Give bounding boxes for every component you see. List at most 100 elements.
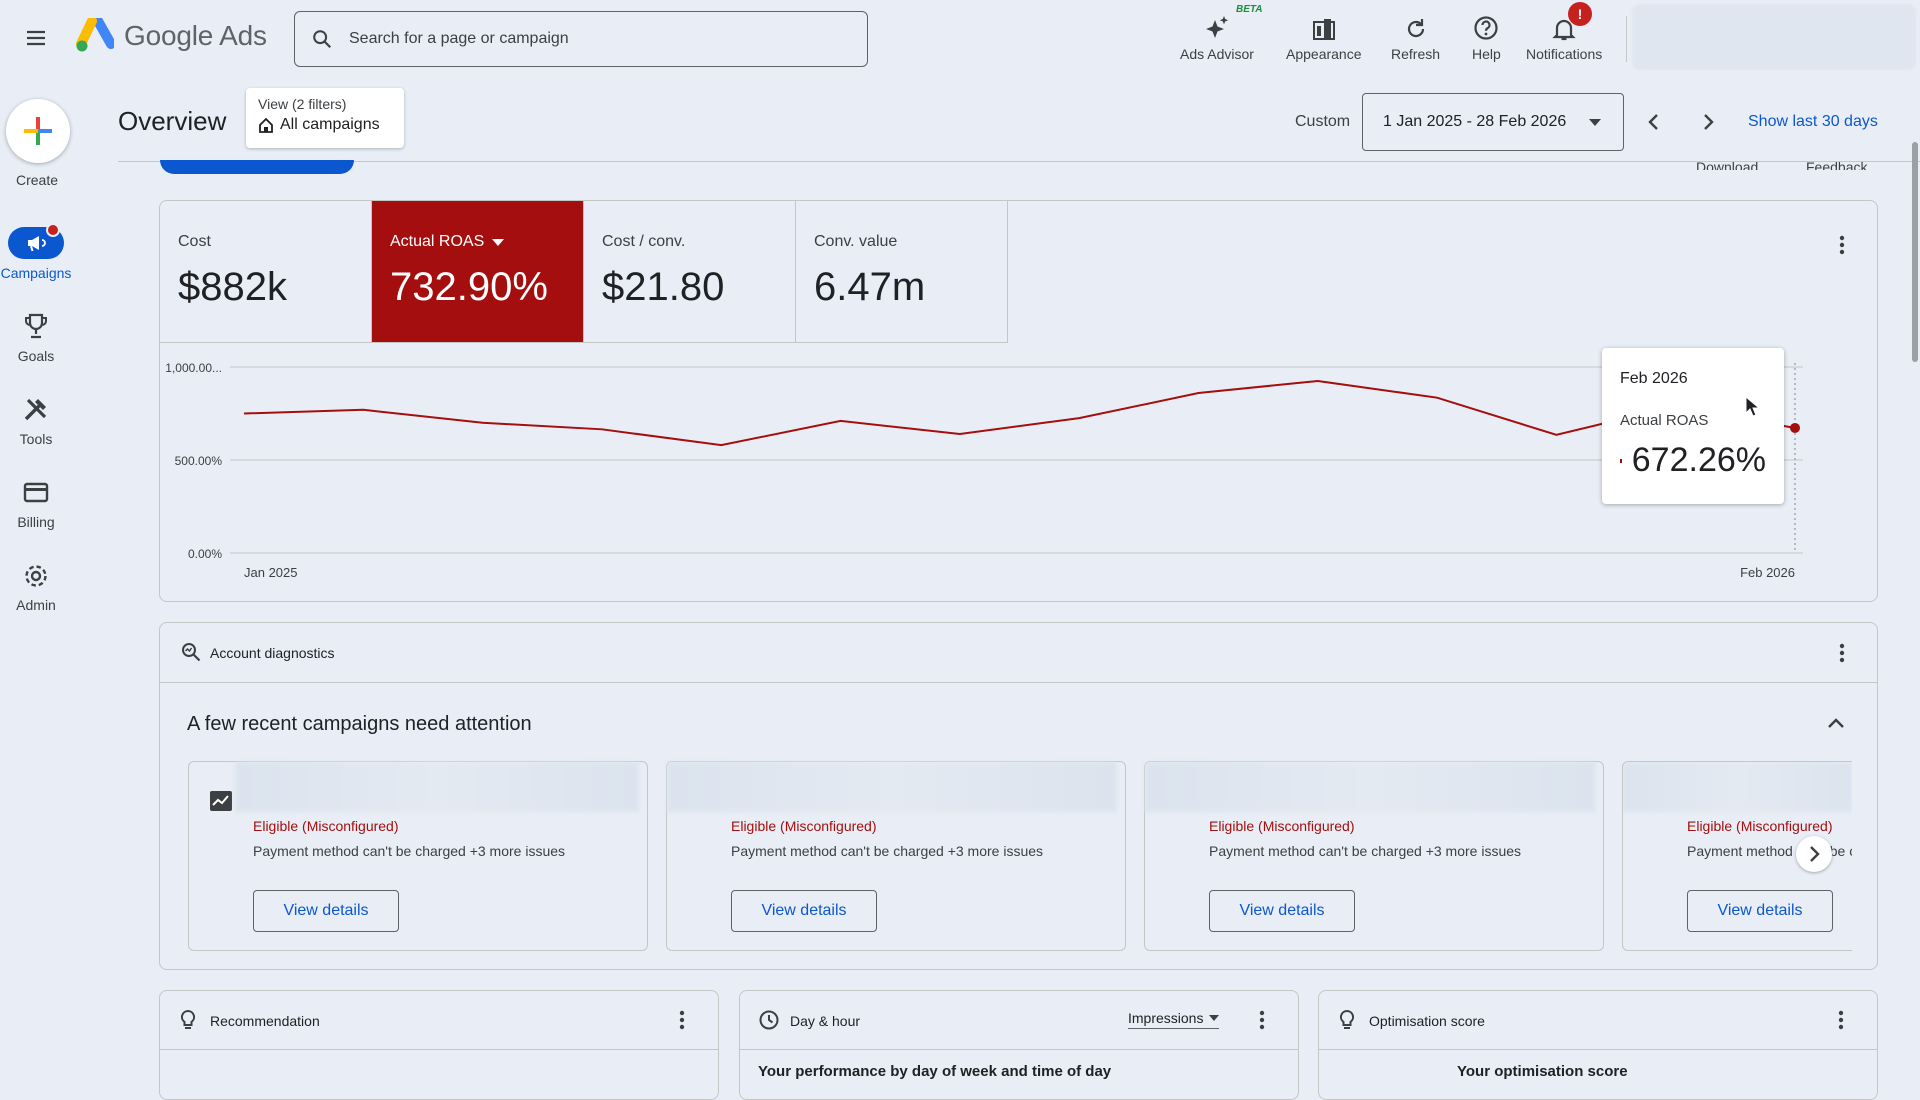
beta-badge: BETA [1236,4,1262,15]
campaign-name-redacted [1145,762,1595,812]
nav-item-campaigns[interactable]: Campaigns [0,227,72,281]
metric-value: $21.80 [602,265,795,310]
campaign-status: Eligible (Misconfigured) [253,818,399,834]
search-icon [311,28,333,50]
hamburger-menu-icon [24,26,48,50]
sparkle-icon [1203,14,1231,42]
more-vert-icon [679,1010,685,1030]
lightbulb-icon [178,1009,198,1031]
metric-label: Cost [178,233,211,251]
chevron-right-icon [1808,845,1820,863]
optimisation-description: Your optimisation score [1457,1063,1628,1080]
nav-item-goals[interactable]: Goals [0,312,72,364]
recommendation-title: Recommendation [210,1013,320,1029]
metric-label: Actual ROAS [390,233,484,251]
day-hour-more-button[interactable] [1250,1008,1274,1032]
refresh-button[interactable]: Refresh [1391,6,1440,62]
plus-icon [22,115,54,147]
create-button[interactable] [6,99,70,163]
diagnostics-more-button[interactable] [1830,641,1854,665]
day-hour-title: Day & hour [790,1013,860,1029]
google-ads-logo-icon [76,18,114,54]
view-details-button[interactable]: View details [1687,890,1833,932]
notifications-label: Notifications [1526,46,1602,62]
more-vert-icon [1839,235,1845,255]
tooltip-date: Feb 2026 [1620,370,1766,388]
appearance-button[interactable]: Appearance [1286,6,1362,62]
chart-tooltip: Feb 2026 Actual ROAS 672.26% [1602,348,1784,504]
main-menu-button[interactable] [20,22,52,54]
more-vert-icon [1259,1010,1265,1030]
recommendation-card: Recommendation [159,990,719,1100]
campaigns-icon [25,232,47,254]
campaign-status: Eligible (Misconfigured) [1687,818,1833,834]
refresh-icon [1403,16,1429,42]
show-last-30-days-link[interactable]: Show last 30 days [1748,113,1878,131]
gear-icon [22,561,50,591]
metric-cost[interactable]: Cost $882k [160,201,372,343]
google-ads-logo[interactable]: Google Ads [76,18,267,54]
optimisation-more-button[interactable] [1829,1008,1853,1032]
search-box[interactable] [294,11,868,67]
refresh-label: Refresh [1391,46,1440,62]
page-title: Overview [118,106,226,137]
partial-primary-button[interactable] [160,160,354,174]
app-name: Google Ads [124,20,267,52]
x-tick-label: Feb 2026 [1740,565,1795,580]
carousel-next-button[interactable] [1796,836,1832,872]
home-icon [258,117,274,133]
nav-item-admin[interactable]: Admin [0,561,72,613]
view-details-button[interactable]: View details [253,890,399,932]
data-point [1790,423,1800,433]
previous-period-button[interactable] [1640,108,1668,136]
collapse-button[interactable] [1824,711,1848,735]
view-filter-button[interactable]: View (2 filters) All campaigns [246,88,404,148]
metric-conv-value[interactable]: Conv. value 6.47m [796,201,1008,343]
recommendation-more-button[interactable] [670,1008,694,1032]
campaign-status: Eligible (Misconfigured) [1209,818,1355,834]
impressions-select[interactable]: Impressions [1128,1010,1219,1029]
trend-chart-icon [209,790,233,812]
download-button[interactable]: Download [1696,156,1758,170]
chevron-right-icon [1700,112,1716,132]
page-scrollbar[interactable] [1912,142,1918,362]
diagnostics-headline: A few recent campaigns need attention [187,713,532,736]
campaign-issue-card: Eligible (Misconfigured) Payment method … [1144,761,1604,951]
appearance-label: Appearance [1286,46,1362,62]
view-filter-count: View (2 filters) [258,96,392,112]
schedule-icon [758,1009,780,1031]
impressions-select-value: Impressions [1128,1010,1203,1026]
series-swatch [1620,459,1622,463]
date-range-select[interactable]: 1 Jan 2025 - 28 Feb 2026 [1362,93,1624,151]
feedback-button[interactable]: Feedback [1806,156,1867,170]
account-switcher[interactable] [1632,4,1916,70]
diagnostics-header: Account diagnostics [160,623,1877,683]
search-input[interactable] [347,29,851,49]
diagnostics-title: Account diagnostics [210,645,335,661]
diagnostics-search-icon [180,641,202,663]
view-details-button[interactable]: View details [731,890,877,932]
nav-label-tools: Tools [20,431,53,447]
nav-item-tools[interactable]: Tools [0,395,72,447]
optimisation-score-title: Optimisation score [1369,1013,1485,1029]
nav-label-campaigns: Campaigns [1,265,72,281]
metric-label: Cost / conv. [602,233,685,251]
date-range-value: 1 Jan 2025 - 28 Feb 2026 [1383,113,1566,131]
campaign-name-redacted [235,762,639,812]
day-hour-card: Day & hour Impressions Your performance … [739,990,1299,1100]
metric-cost-per-conv[interactable]: Cost / conv. $21.80 [584,201,796,343]
campaign-name-redacted [667,762,1117,812]
ads-advisor-label: Ads Advisor [1180,46,1254,62]
optimisation-score-card: Optimisation score Your optimisation sco… [1318,990,1878,1100]
help-button[interactable]: Help [1472,6,1501,62]
chart-more-button[interactable] [1830,233,1854,257]
campaign-issue-card: Eligible (Misconfigured) Payment method … [188,761,648,951]
campaign-status: Eligible (Misconfigured) [731,818,877,834]
metric-actual-roas[interactable]: Actual ROAS 732.90% [372,201,584,343]
y-tick-label: 1,000.00... [165,361,222,375]
billing-icon [22,478,50,508]
next-period-button[interactable] [1694,108,1722,136]
nav-item-billing[interactable]: Billing [0,478,72,530]
view-details-button[interactable]: View details [1209,890,1355,932]
lightbulb-icon [1337,1009,1357,1031]
